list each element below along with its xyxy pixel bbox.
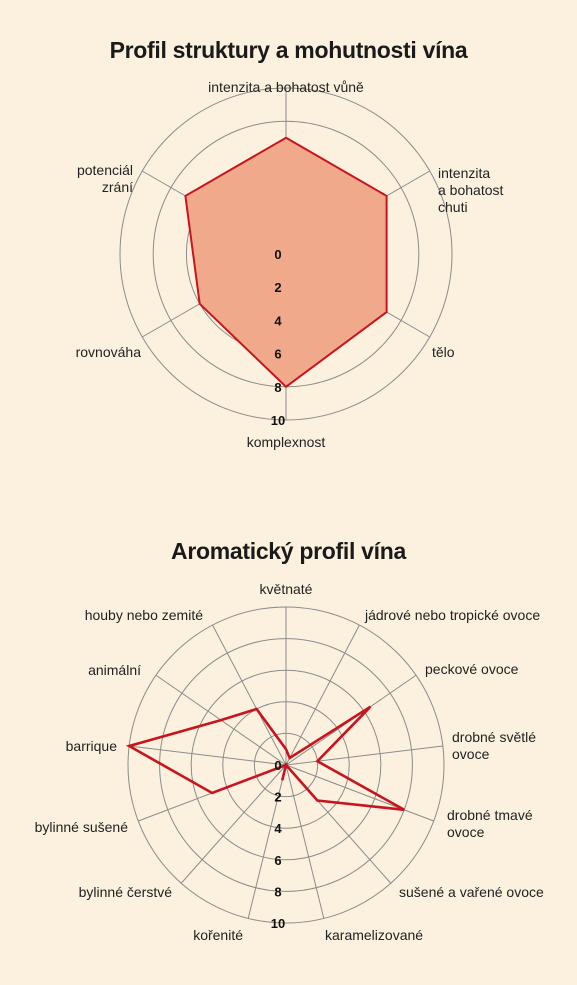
radar-chart-2: 0 2 4 6 8 10 květnaté jádrové nebo tropické ovo… bbox=[35, 581, 544, 943]
tick-label: 4 bbox=[274, 821, 282, 836]
axis-spoke bbox=[247, 764, 287, 919]
tick-label: 0 bbox=[274, 758, 281, 773]
tick-label: 8 bbox=[274, 380, 281, 395]
category-label: jádrové nebo tropické ovoce bbox=[364, 607, 540, 623]
radar-chart-1: 0 2 4 6 8 10 intenzita a bohatost vůně intenzit… bbox=[76, 79, 504, 450]
tick-label: 4 bbox=[274, 313, 282, 328]
tick-label: 10 bbox=[271, 916, 285, 931]
tick-label: 2 bbox=[274, 790, 281, 805]
category-label: komplexnost bbox=[247, 434, 326, 450]
tick-label: 8 bbox=[274, 884, 281, 899]
category-label: drobné tmavé ovoce bbox=[447, 807, 533, 840]
category-label: květnaté bbox=[260, 581, 313, 597]
category-label: houby nebo zemité bbox=[85, 607, 204, 623]
category-label: bylinné sušené bbox=[35, 819, 129, 835]
series-polygon bbox=[125, 705, 405, 812]
category-label: animální bbox=[88, 662, 141, 678]
category-label: sušené a vařené ovoce bbox=[399, 884, 544, 900]
axis-spoke bbox=[285, 764, 434, 822]
axis-spoke bbox=[129, 745, 287, 766]
category-label: peckové ovoce bbox=[425, 661, 519, 677]
category-label: rovnováha bbox=[76, 344, 142, 360]
category-label: kořenité bbox=[193, 927, 243, 943]
axis-spoke bbox=[285, 745, 443, 766]
tick-label: 10 bbox=[271, 413, 285, 428]
chart-title-aroma: Aromatický profil vína bbox=[171, 538, 406, 564]
category-label: potenciál zrání bbox=[77, 162, 133, 195]
tick-label: 0 bbox=[274, 247, 281, 262]
axis-spoke bbox=[285, 764, 325, 919]
tick-label: 6 bbox=[274, 853, 281, 868]
axis-spoke bbox=[285, 624, 360, 766]
axis-spoke bbox=[180, 764, 287, 884]
category-label: karamelizované bbox=[325, 927, 423, 943]
category-label: bylinné čerstvé bbox=[79, 884, 173, 900]
axis-spoke bbox=[212, 624, 287, 766]
tick-label: 2 bbox=[274, 280, 281, 295]
chart-title-structure: Profil struktury a mohutnosti vína bbox=[109, 37, 468, 63]
category-label: drobné světlé ovoce bbox=[452, 729, 536, 762]
series-polygon bbox=[184, 136, 388, 389]
category-label: tělo bbox=[432, 344, 455, 360]
tick-label: 6 bbox=[274, 347, 281, 362]
category-label: intenzita a bohatost chuti bbox=[438, 165, 503, 215]
category-label: barrique bbox=[66, 738, 118, 754]
category-label: intenzita a bohatost vůně bbox=[208, 79, 364, 95]
